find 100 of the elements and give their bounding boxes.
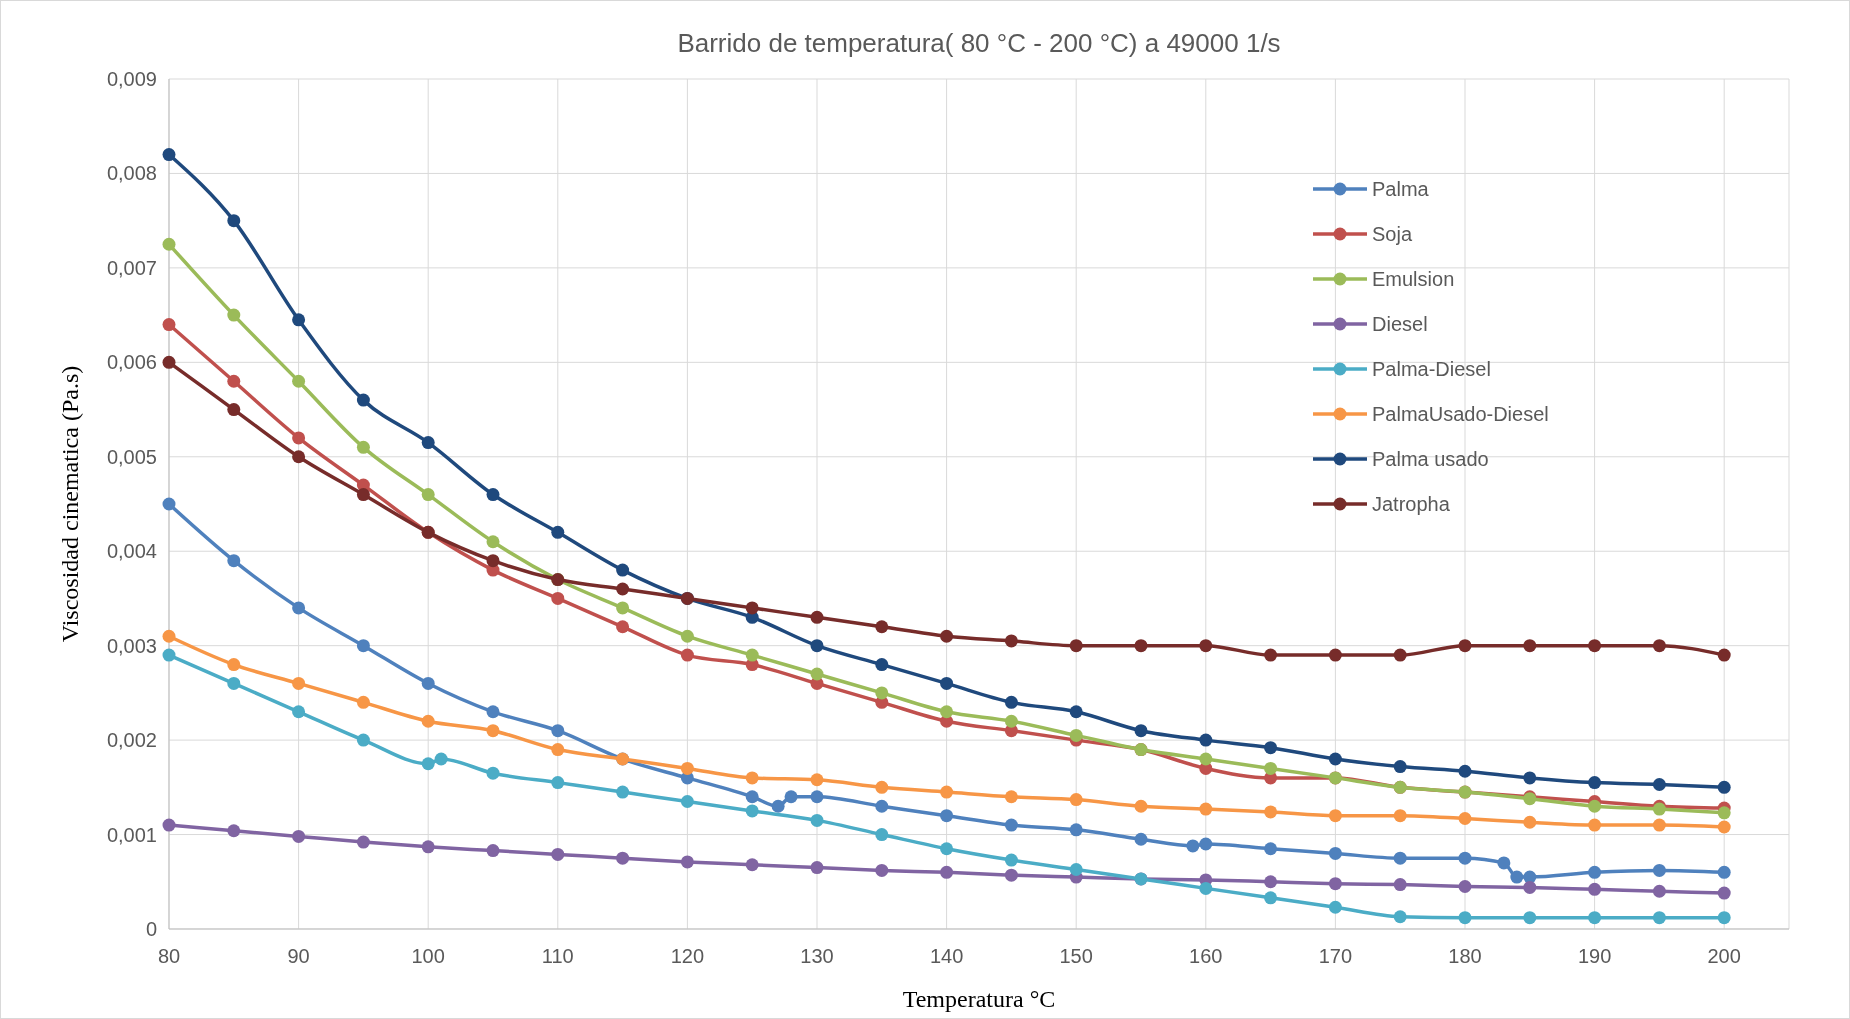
y-tick-label: 0,004 (106, 540, 157, 563)
point (1717, 648, 1731, 662)
x-tick-label: 130 (800, 945, 834, 967)
point (810, 813, 824, 827)
y-tick-label: 0,002 (106, 729, 157, 752)
x-tick-label: 150 (1059, 945, 1093, 967)
point (356, 393, 370, 407)
point (1134, 639, 1148, 653)
point (1004, 634, 1018, 648)
point (745, 804, 759, 818)
point (1523, 771, 1537, 785)
point (680, 629, 694, 643)
point (680, 795, 694, 808)
point (486, 724, 500, 738)
point (356, 695, 370, 709)
point (1004, 853, 1018, 867)
y-tick-label: 0,001 (106, 823, 157, 846)
point (551, 847, 565, 861)
point (292, 450, 306, 464)
point (1069, 823, 1083, 837)
point (1328, 877, 1342, 891)
point (745, 771, 759, 785)
point (421, 757, 435, 771)
legend-label: Palma-Diesel (1372, 358, 1491, 380)
point (1458, 851, 1472, 865)
point (745, 601, 759, 615)
point (1458, 812, 1472, 825)
point (940, 676, 954, 690)
point (940, 809, 954, 823)
point (1588, 865, 1602, 879)
point (1717, 806, 1731, 820)
point (486, 554, 500, 568)
point (875, 686, 889, 700)
point (1393, 910, 1407, 924)
point (227, 308, 241, 322)
point (1510, 870, 1524, 884)
point (680, 855, 694, 869)
point (227, 658, 241, 672)
x-tick-label: 170 (1318, 945, 1353, 967)
point (486, 766, 500, 780)
legend-label: Jatropha (1372, 493, 1451, 515)
point (1588, 882, 1602, 896)
point (227, 676, 241, 690)
point (1069, 705, 1083, 719)
point (745, 648, 759, 662)
point (551, 743, 565, 757)
point (1199, 752, 1213, 766)
point (1588, 911, 1602, 925)
point (1717, 780, 1731, 794)
point (292, 829, 306, 843)
point (616, 620, 630, 634)
point (875, 799, 889, 813)
point (421, 714, 435, 728)
point (356, 835, 370, 849)
point (1652, 884, 1666, 898)
point (356, 440, 370, 454)
point (940, 865, 954, 879)
x-tick-label: 180 (1448, 945, 1482, 967)
point (1264, 741, 1278, 755)
point (745, 858, 759, 872)
point (551, 591, 565, 605)
point (875, 863, 889, 877)
point (486, 705, 500, 719)
point (551, 724, 565, 738)
point (162, 648, 176, 662)
x-tick-label: 110 (541, 945, 574, 967)
point (1199, 733, 1213, 747)
x-tick-label: 120 (670, 945, 705, 967)
point (1523, 639, 1537, 653)
y-axis-title: Viscosidad cinematica (Pa.s) (57, 365, 83, 643)
point (1652, 863, 1666, 877)
point (292, 374, 306, 388)
point (1458, 880, 1472, 893)
point (1717, 865, 1731, 879)
point (227, 374, 241, 388)
point (1393, 851, 1407, 865)
point (875, 780, 889, 794)
point (1717, 886, 1731, 900)
point (162, 818, 176, 832)
point (227, 824, 241, 838)
point (1264, 761, 1278, 775)
point (1588, 818, 1602, 832)
point (616, 582, 630, 596)
chart-title: Barrido de temperatura( 80 °C - 200 °C) a 49000 1/s (677, 28, 1281, 58)
point (810, 610, 824, 624)
point (616, 601, 630, 615)
point (1069, 728, 1083, 742)
legend-label: Emulsion (1372, 268, 1455, 290)
point (421, 840, 435, 854)
x-axis-title: Temperatura °C (902, 986, 1056, 1012)
point (1264, 875, 1278, 889)
legend-label: Palma (1372, 178, 1430, 200)
point (1328, 846, 1342, 860)
x-tick-label: 80 (157, 945, 181, 967)
point (1588, 799, 1602, 813)
point (1134, 832, 1148, 846)
point (162, 629, 176, 643)
point (421, 676, 435, 690)
point (162, 497, 176, 511)
x-tick-label: 190 (1577, 945, 1612, 967)
